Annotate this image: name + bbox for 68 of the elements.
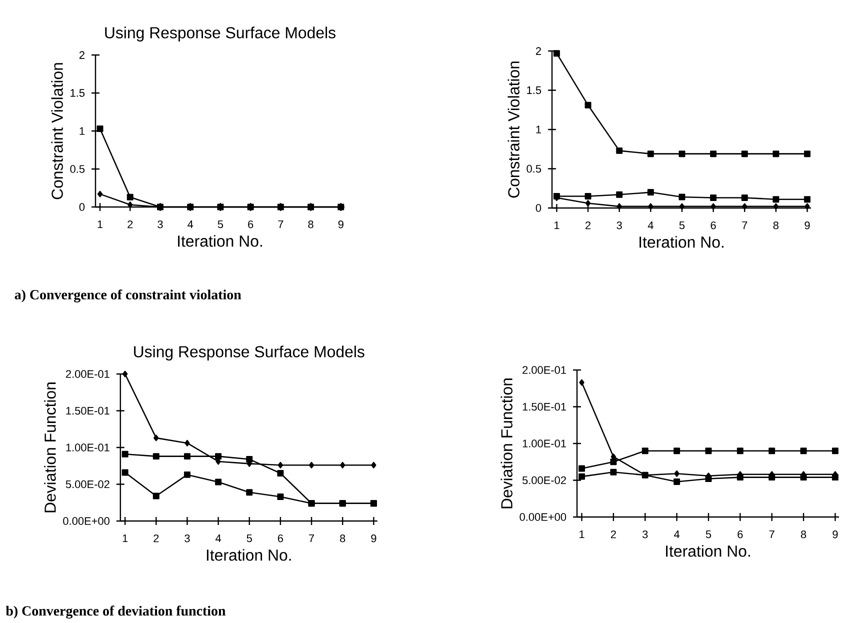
x-tick-label: 4 (215, 534, 222, 542)
y-tick-label: 0.00E+00 (520, 513, 566, 521)
y-tick-label: 1.50E-01 (66, 406, 110, 415)
x-tick-label: 4 (674, 530, 680, 538)
x-tick-label: 3 (616, 221, 622, 230)
chart-title: Using Response Surface Models (105, 26, 336, 42)
x-tick-label: 9 (338, 220, 344, 228)
x-axis-title: Iteration No. (206, 549, 291, 561)
x-tick-label: 5 (246, 534, 252, 542)
y-axis-title: Deviation Function (500, 378, 512, 508)
y-tick-label: 5.00E-02 (522, 476, 566, 484)
chart-title: Using Response Surface Models (134, 346, 364, 361)
y-axis-title: Deviation Function (44, 382, 56, 512)
x-tick-label: 8 (800, 530, 806, 538)
x-tick-label: 2 (586, 221, 591, 230)
y-tick-label: 0 (79, 203, 85, 211)
x-tick-label: 8 (340, 534, 346, 542)
x-tick-label: 9 (371, 534, 376, 542)
x-tick-label: 6 (278, 534, 283, 542)
y-tick-label: 2.00E-01 (522, 366, 566, 374)
x-tick-label: 7 (278, 220, 284, 228)
y-tick-label: 1.5 (527, 86, 542, 94)
text: a) Convergence of constraint violation (14, 289, 242, 302)
x-axis-title: Iteration No. (666, 545, 750, 557)
x-tick-label: 3 (158, 220, 163, 228)
y-tick-label: 1.00E-01 (66, 444, 110, 452)
x-tick-label: 6 (248, 220, 254, 228)
x-tick-label: 8 (773, 221, 778, 230)
x-tick-label: 1 (554, 221, 560, 230)
x-tick-label: 9 (804, 221, 810, 230)
y-tick-label: 0.5 (526, 164, 542, 173)
y-tick-label: 1 (536, 126, 541, 134)
x-tick-label: 7 (742, 221, 748, 230)
x-tick-label: 5 (706, 530, 712, 538)
x-tick-label: 1 (580, 530, 584, 538)
x-tick-label: 6 (738, 530, 743, 538)
y-tick-label: 1.00E-01 (522, 440, 566, 448)
y-axis-title: Constraint Violation (51, 63, 63, 200)
x-tick-label: 5 (218, 220, 224, 228)
y-tick-label: 2.00E-01 (66, 370, 110, 378)
x-tick-label: 8 (308, 220, 314, 228)
x-tick-label: 9 (832, 530, 838, 538)
y-axis-title: Constraint Violation (508, 62, 520, 198)
y-tick-label: 2 (79, 51, 84, 59)
x-axis-title: Iteration No. (640, 236, 724, 248)
y-tick-label: 1 (80, 127, 84, 135)
x-tick-label: 3 (184, 534, 190, 542)
y-tick-label: 1.5 (70, 89, 85, 97)
y-tick-label: 0 (536, 204, 542, 212)
x-tick-label: 4 (188, 220, 194, 228)
y-tick-label: 1.50E-01 (522, 402, 566, 411)
x-tick-label: 5 (679, 221, 685, 230)
x-tick-label: 7 (309, 534, 314, 542)
x-tick-label: 7 (769, 530, 774, 538)
x-tick-label: 6 (710, 221, 716, 230)
text: b) Convergence of deviation function (6, 606, 226, 619)
x-tick-label: 2 (128, 220, 133, 228)
x-tick-label: 1 (122, 534, 128, 542)
x-tick-label: 2 (154, 534, 159, 542)
x-tick-label: 2 (610, 530, 616, 538)
y-tick-label: 2 (536, 47, 541, 55)
y-tick-label: 5.00E-02 (66, 480, 110, 488)
y-tick-label: 0.00E+00 (63, 517, 110, 525)
x-tick-label: 1 (98, 220, 103, 228)
y-tick-label: 0.5 (70, 165, 85, 173)
x-axis-title: Iteration No. (178, 235, 262, 247)
x-tick-label: 4 (648, 221, 654, 230)
x-tick-label: 3 (642, 530, 648, 538)
